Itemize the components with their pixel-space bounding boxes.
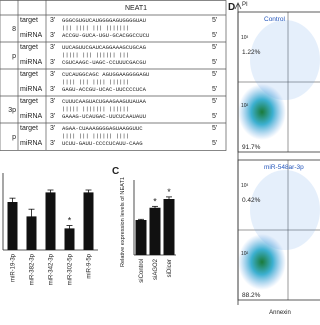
x-tick-label: miR-302-5p bbox=[68, 253, 74, 285]
sequence: AGAA-CUAAAGGGGAGUAAGGUUC bbox=[62, 125, 143, 132]
cell-cloud bbox=[238, 84, 286, 140]
bar bbox=[149, 207, 161, 255]
base-pairs: |||| ||| |||||| |||| bbox=[62, 133, 129, 140]
sequence: GAGU-ACCGU-UCAC-UUCCCCUCA bbox=[62, 86, 147, 93]
seq-end: 5' bbox=[212, 98, 217, 105]
seq-end: 5' bbox=[212, 113, 217, 120]
seq-end: 3' bbox=[50, 59, 55, 66]
bar bbox=[83, 192, 94, 250]
bar bbox=[26, 216, 37, 250]
significance: * bbox=[167, 187, 171, 197]
seq-kind: miRNA bbox=[20, 113, 42, 120]
seq-kind: miRNA bbox=[20, 86, 42, 93]
seq-end: 3' bbox=[50, 17, 55, 24]
seq-end: 5' bbox=[212, 59, 217, 66]
seq-end: 3' bbox=[50, 125, 55, 132]
seq-end: 5' bbox=[212, 71, 217, 78]
quadrant-value: 91.7% bbox=[242, 144, 261, 151]
table-header: NEAT1 bbox=[125, 5, 147, 12]
seq-end: 3' bbox=[50, 113, 55, 120]
seq-end: 3' bbox=[50, 98, 55, 105]
seq-kind: target bbox=[20, 44, 38, 51]
quadrant-value: 0.42% bbox=[242, 197, 261, 204]
seq-end: 3' bbox=[50, 86, 55, 93]
plot-title: miR-548ar-3p bbox=[264, 164, 304, 171]
row-label: p bbox=[12, 53, 16, 60]
flow-frames bbox=[234, 2, 320, 305]
panel-label: C bbox=[112, 166, 119, 177]
cell-scatter bbox=[250, 20, 320, 100]
y-axis-label: Relative expression levels of NEAT1 bbox=[120, 177, 126, 267]
sequence: CUCAUGGCAGC AGUGGAAGGGGAGU bbox=[62, 71, 149, 78]
base-pairs: ||| |||| ||| ||||||| bbox=[62, 25, 129, 32]
x-tick-label: siControl bbox=[139, 259, 145, 283]
seq-end: 5' bbox=[212, 44, 217, 51]
base-pairs: ||||| ||| |||||| ||| bbox=[62, 52, 129, 59]
cell-scatter bbox=[250, 170, 320, 250]
bar bbox=[45, 192, 56, 250]
sequence: CGUCAAGC-UAGC-CCUUUCGACGU bbox=[62, 59, 146, 66]
seq-end: 3' bbox=[50, 71, 55, 78]
quadrant-value: 88.2% bbox=[242, 292, 261, 299]
sequence: UCUU-GAUU-CCCCUCAUU-CAAG bbox=[62, 140, 143, 147]
row-label: 8 bbox=[12, 26, 16, 33]
y-tick-label: 10² bbox=[241, 251, 249, 257]
base-pairs: |||| ||| |||| |||||| bbox=[62, 79, 129, 86]
seq-end: 5' bbox=[212, 32, 217, 39]
seq-end: 3' bbox=[50, 32, 55, 39]
quadrant-value: 1.22% bbox=[242, 49, 261, 56]
bar bbox=[64, 228, 75, 250]
y-tick-label: 10³ bbox=[241, 183, 249, 189]
seq-kind: miRNA bbox=[20, 32, 42, 39]
seq-kind: target bbox=[20, 125, 38, 132]
significance: * bbox=[68, 216, 72, 226]
sequence: CUUUCAAGUACUGAAGAAGUUAUAA bbox=[62, 98, 147, 105]
cell-cloud bbox=[238, 234, 286, 290]
sequence: GGGCGUGUCAUGGGGAGUGGGGUAU bbox=[62, 17, 146, 24]
x-tick-label: miR-382-3p bbox=[30, 253, 36, 285]
y-axis-label: PI bbox=[242, 2, 248, 8]
x-tick-label: miR-342-3p bbox=[49, 253, 55, 285]
seq-end: 5' bbox=[212, 125, 217, 132]
plot-title: Control bbox=[264, 16, 286, 23]
table-frame bbox=[0, 0, 227, 151]
seq-end: 5' bbox=[212, 140, 217, 147]
seq-kind: miRNA bbox=[20, 140, 42, 147]
x-tick-label: siAGO2 bbox=[153, 258, 159, 280]
sequence: ACCGU-GUCA-UGU-GCACGGCCUCU bbox=[62, 32, 149, 39]
x-tick-label: miR-19-3p bbox=[11, 253, 17, 282]
bar bbox=[7, 202, 18, 250]
panel-label: D bbox=[228, 2, 235, 13]
seq-kind: target bbox=[20, 17, 38, 24]
bar bbox=[163, 199, 175, 255]
y-tick-label: 10³ bbox=[241, 35, 249, 41]
seq-kind: target bbox=[20, 71, 38, 78]
x-tick-label: miR-9-5p bbox=[87, 253, 93, 278]
seq-end: 3' bbox=[50, 44, 55, 51]
x-axis-label: Annexin bbox=[269, 310, 291, 316]
seq-kind: miRNA bbox=[20, 59, 42, 66]
x-tick-label: siDicer bbox=[167, 259, 173, 277]
seq-end: 3' bbox=[50, 140, 55, 147]
bar bbox=[135, 220, 147, 255]
seq-kind: target bbox=[20, 98, 38, 105]
sequence: GAAAG-UCAUGAC-UUCUCAAUAUU bbox=[62, 113, 146, 120]
seq-end: 5' bbox=[212, 17, 217, 24]
sequence: UUCAGUUCGAUCAGGAAAGCUGCAG bbox=[62, 44, 147, 51]
seq-end: 5' bbox=[212, 86, 217, 93]
base-pairs: ||||| ||||||| |||||| bbox=[62, 106, 129, 113]
row-label: p bbox=[12, 134, 16, 141]
row-label: 3p bbox=[8, 107, 16, 114]
significance: * bbox=[153, 196, 157, 206]
y-tick-label: 10² bbox=[241, 103, 249, 109]
